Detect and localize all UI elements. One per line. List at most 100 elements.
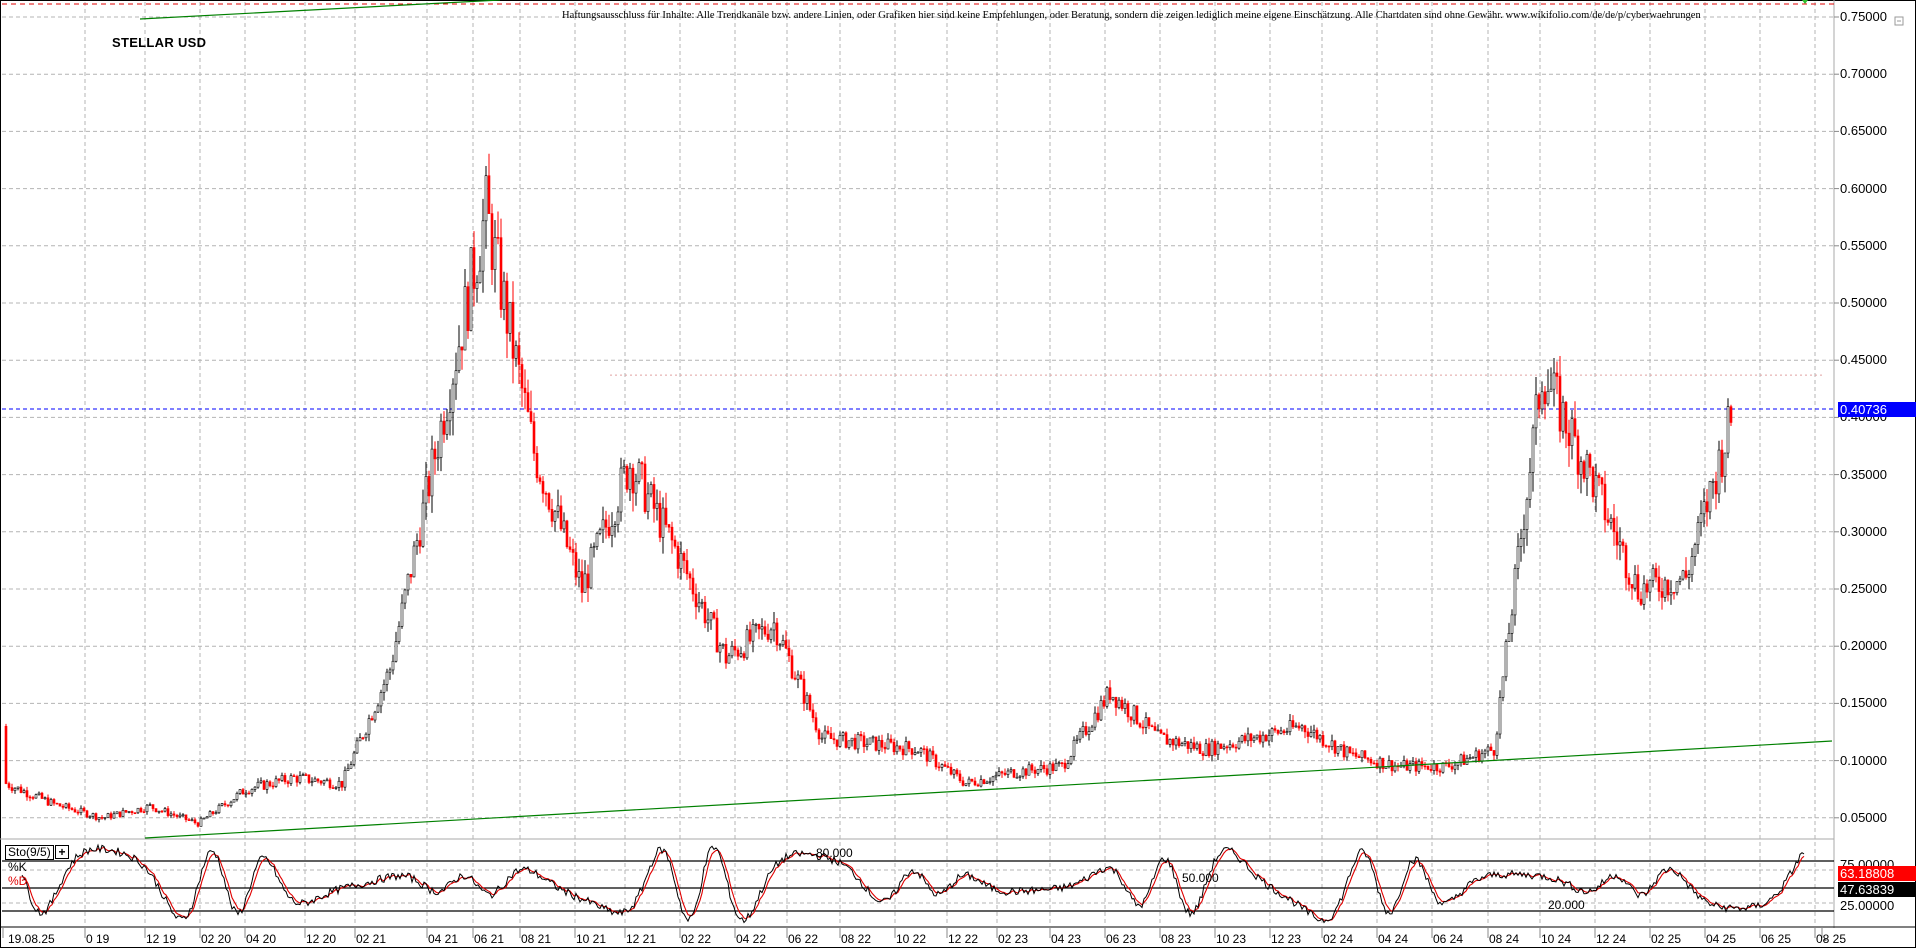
candle-body: [409, 573, 413, 578]
candle-body: [1564, 401, 1568, 434]
d-value-badge: 47.63839: [1838, 882, 1916, 897]
candle-body: [1423, 765, 1427, 768]
candle-body: [535, 452, 539, 479]
candle-body: [1150, 725, 1154, 728]
candle-body: [817, 729, 821, 740]
candle-body: [514, 345, 518, 359]
candle-body: [1000, 771, 1004, 774]
candle-body: [1513, 568, 1517, 616]
candle-body: [244, 792, 248, 795]
candle-body: [184, 814, 188, 820]
candle-body: [1342, 744, 1346, 758]
candle-body: [1600, 477, 1604, 485]
candle-body: [1510, 614, 1514, 634]
time-label: 12 19: [146, 932, 177, 946]
candle-body: [952, 769, 956, 775]
candle-body: [1210, 740, 1214, 757]
candle-body: [1063, 762, 1067, 769]
candle-body: [406, 573, 410, 591]
candle-body: [1543, 391, 1547, 405]
candle-body: [1723, 452, 1727, 477]
candle-body: [1276, 729, 1280, 734]
candle-body: [16, 786, 20, 789]
candle-body: [1519, 538, 1523, 547]
candle-body: [280, 775, 284, 781]
k-value-badge: 63.18808: [1838, 866, 1916, 881]
candle-body: [1243, 735, 1247, 742]
candle-body: [520, 364, 524, 389]
candle-body: [1417, 761, 1421, 772]
candle-body: [1303, 725, 1307, 733]
price-label: 0.50000: [1840, 295, 1887, 310]
candle-body: [1618, 541, 1622, 546]
candle-body: [103, 816, 107, 819]
candle-body: [871, 736, 875, 739]
candle-body: [1360, 750, 1364, 759]
candle-body: [1240, 735, 1244, 742]
candle-body: [61, 805, 65, 808]
candle-body: [1309, 732, 1313, 737]
candle-body: [1636, 574, 1640, 600]
candle-body: [43, 797, 47, 800]
candle-body: [1315, 729, 1319, 740]
add-indicator-button[interactable]: +: [55, 845, 69, 859]
time-label: 10 21: [576, 932, 607, 946]
candle-body: [976, 784, 980, 787]
candle-body: [1369, 759, 1373, 764]
candle-body: [1288, 720, 1292, 733]
candle-body: [1204, 743, 1208, 756]
candle-body: [691, 577, 695, 595]
candle-body: [1501, 676, 1505, 698]
price-label: 0.55000: [1840, 237, 1887, 253]
candle-body: [616, 511, 620, 526]
candle-body: [1450, 766, 1454, 770]
candle-body: [931, 750, 935, 756]
upper-trendline: [139, 0, 501, 20]
candle-body: [133, 812, 137, 815]
candle-body: [1054, 763, 1058, 771]
time-label: 06 21: [474, 932, 505, 946]
candle-body: [64, 803, 68, 808]
candle-body: [955, 769, 959, 775]
candle-body: [901, 748, 905, 756]
candle-body: [424, 476, 428, 504]
candle-body: [985, 781, 989, 785]
candle-body: [757, 623, 761, 630]
candle-body: [847, 740, 851, 748]
candle-body: [1603, 483, 1607, 521]
candle-body: [55, 802, 59, 805]
price-label: 0.20000: [1840, 638, 1887, 654]
candle-body: [574, 552, 578, 578]
candle-body: [1339, 744, 1343, 747]
candle-body: [1612, 517, 1616, 533]
candle-body: [214, 812, 218, 815]
candle-body: [850, 737, 854, 742]
level-20-label: 20.000: [1548, 898, 1585, 912]
candle-body: [1003, 772, 1007, 775]
candle-body: [631, 467, 635, 494]
candle-body: [1162, 732, 1166, 735]
candle-body: [853, 737, 857, 750]
candle-body: [1489, 746, 1493, 751]
candle-body: [1261, 734, 1265, 743]
candle-body: [640, 462, 644, 465]
candle-body: [1528, 472, 1532, 500]
candle-body: [127, 811, 131, 813]
indicator-name-box[interactable]: Sto(9/5): [5, 845, 54, 860]
candle-body: [556, 505, 560, 512]
time-label: 12 20: [306, 932, 337, 946]
candle-body: [118, 811, 122, 817]
candle-body: [199, 817, 203, 827]
candle-body: [124, 810, 128, 813]
candle-body: [1711, 480, 1715, 483]
candle-body: [46, 797, 50, 806]
candle-body: [778, 644, 782, 647]
candle-body: [1366, 757, 1370, 760]
candle-body: [961, 780, 965, 786]
candle-body: [187, 819, 191, 821]
candle-body: [997, 771, 1001, 776]
candle-body: [28, 796, 32, 799]
candle-body: [1030, 764, 1034, 771]
candle-body: [1129, 716, 1133, 721]
